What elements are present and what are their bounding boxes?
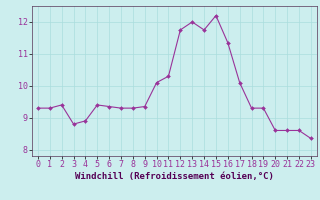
X-axis label: Windchill (Refroidissement éolien,°C): Windchill (Refroidissement éolien,°C) [75,172,274,181]
